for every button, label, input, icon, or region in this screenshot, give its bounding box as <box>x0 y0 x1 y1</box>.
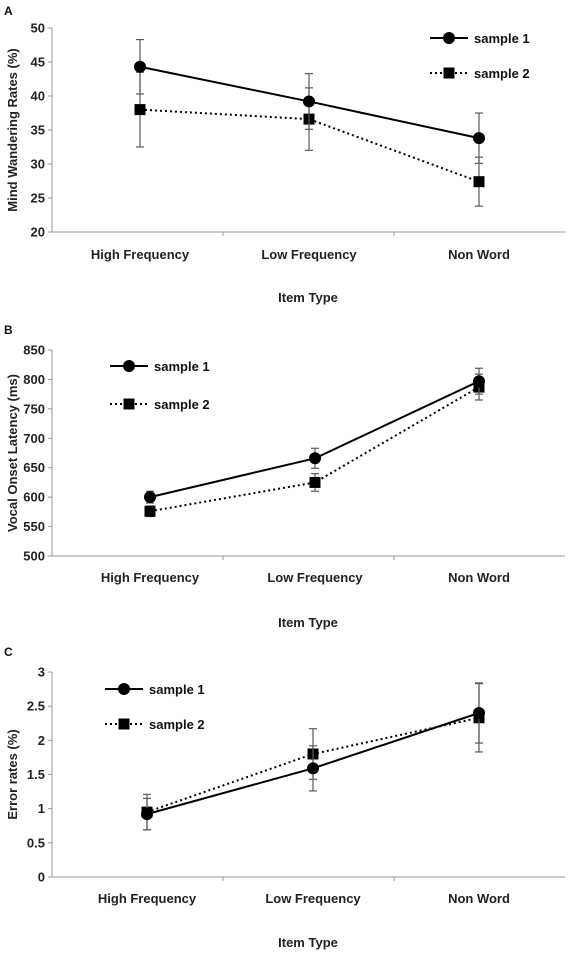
y-tick-label: 850 <box>23 343 45 358</box>
legend-label: sample 1 <box>154 359 210 374</box>
legend-marker-circle <box>123 360 135 372</box>
y-tick-label: 550 <box>23 519 45 534</box>
y-tick-label: 600 <box>23 490 45 505</box>
data-point-circle <box>141 808 153 821</box>
x-axis-title: Item Type <box>278 290 338 305</box>
series-sample-1 <box>134 38 485 164</box>
data-point-circle <box>473 707 485 719</box>
x-tick-label: Non Word <box>448 891 510 906</box>
x-tick-label: Low Frequency <box>261 247 357 262</box>
x-tick-label: Non Word <box>448 570 510 585</box>
y-tick-label: 45 <box>31 55 45 70</box>
y-tick-label: 50 <box>31 21 45 36</box>
y-tick-label: 40 <box>31 89 45 104</box>
y-tick-label: 2 <box>38 733 45 748</box>
data-point-square <box>144 505 156 517</box>
x-axis-title: Item Type <box>278 615 338 630</box>
legend-marker-square <box>123 398 135 410</box>
y-axis-title: Vocal Onset Latency (ms) <box>5 374 20 532</box>
y-axis-title: Error rates (%) <box>5 729 20 819</box>
legend-label: sample 1 <box>474 31 530 46</box>
y-tick-label: 30 <box>31 157 45 172</box>
y-tick-label: 650 <box>23 460 45 475</box>
data-point-circle <box>473 132 485 145</box>
x-tick-label: High Frequency <box>101 570 200 585</box>
panel-letter: C <box>4 645 13 659</box>
y-tick-label: 500 <box>23 549 45 564</box>
y-tick-label: 25 <box>31 191 45 206</box>
x-tick-label: Low Frequency <box>265 891 361 906</box>
series-sample-1 <box>141 682 485 831</box>
x-axis-title: Item Type <box>278 935 338 950</box>
series-line <box>139 108 480 183</box>
series-line <box>149 386 480 513</box>
legend-label: sample 1 <box>149 682 205 697</box>
y-axis-title: Mind Wandering Rates (%) <box>5 48 20 211</box>
series-sample-2 <box>144 373 485 518</box>
legend: sample 1 sample 2 <box>105 682 205 732</box>
data-point-square <box>309 476 321 488</box>
legend-marker-circle <box>443 32 455 44</box>
data-point-circle <box>134 60 146 73</box>
legend-label: sample 2 <box>149 717 205 732</box>
legend-label: sample 2 <box>474 66 530 81</box>
x-tick-label: Low Frequency <box>267 570 363 585</box>
legend: sample 1 sample 2 <box>110 359 210 412</box>
legend-marker-square <box>443 67 455 79</box>
panel-letter: B <box>4 323 13 337</box>
y-tick-label: 35 <box>31 123 45 138</box>
x-tick-label: Non Word <box>448 247 510 262</box>
y-tick-label: 800 <box>23 372 45 387</box>
y-tick-label: 1.5 <box>27 767 45 782</box>
data-point-circle <box>309 452 321 465</box>
series-sample-1 <box>144 367 485 504</box>
legend: sample 1 sample 2 <box>430 31 530 81</box>
panel-a: A 20 25 30 35 40 45 50 High Frequency Low Frequen… <box>4 4 565 305</box>
panel-c: C 0 0.5 1 1.5 2 2.5 3 High Frequency Low Frequenc… <box>4 645 565 950</box>
y-tick-label: 1 <box>38 801 45 816</box>
data-point-circle <box>303 95 315 108</box>
panel-letter: A <box>4 4 13 18</box>
data-point-circle <box>307 762 319 775</box>
data-point-square <box>134 104 146 116</box>
data-point-circle <box>473 375 485 388</box>
y-tick-label: 3 <box>38 665 45 680</box>
x-tick-label: High Frequency <box>98 891 197 906</box>
data-point-square <box>473 176 485 188</box>
y-tick-label: 700 <box>23 431 45 446</box>
y-tick-label: 20 <box>31 225 45 240</box>
data-point-circle <box>144 491 156 504</box>
y-tick-label: 0 <box>38 870 45 885</box>
legend-marker-circle <box>118 683 130 695</box>
x-tick-label: High Frequency <box>91 247 190 262</box>
y-tick-label: 750 <box>23 401 45 416</box>
legend-label: sample 2 <box>154 397 210 412</box>
y-tick-label: 2.5 <box>27 699 45 714</box>
panel-b: B 500 550 600 650 700 750 800 850 High Frequency L… <box>4 323 565 630</box>
legend-marker-square <box>118 718 130 730</box>
y-tick-label: 0.5 <box>27 835 45 850</box>
